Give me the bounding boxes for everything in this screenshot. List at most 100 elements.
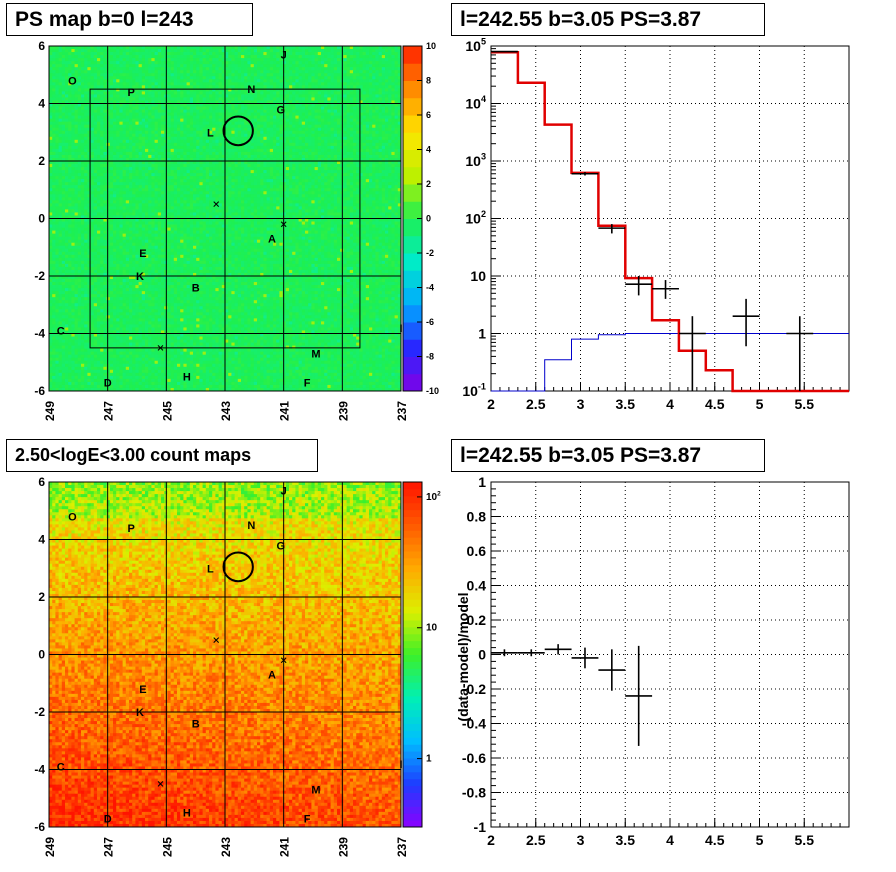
spectrum-background-series [491,333,849,392]
residual-y-tick-label: -0.8 [462,785,486,801]
residual-x-tick-label: 2.5 [526,832,546,848]
spectrum-y-tick-label: 105 [465,37,486,54]
count_map-colorbar-label: 10 [426,623,438,634]
count_map-source-label: N [247,520,255,532]
spectrum-y-ticks [491,45,501,392]
spectrum-data-point [786,316,814,391]
ps_map-y-tick-label: 4 [38,97,45,111]
count_map-x-tick-label: 245 [160,837,174,857]
residual-data-point [544,644,572,655]
ps_map-colorbar-label: 8 [426,76,431,86]
ps_map-frame [48,45,402,392]
count_map-colorbar [403,482,422,828]
count_map-y-tick-label: -2 [34,705,45,719]
count_map-source-label: K [136,707,144,719]
ps_map-colorbar-label: 4 [426,145,431,155]
ps_map-x-tick-label: 239 [336,401,350,421]
count_map-source-label: C [57,762,65,774]
count_map-colorbar-label: 102 [426,490,441,503]
ps_map-source-label: J [281,50,287,62]
residual-x-tick-label: 3 [577,832,585,848]
ps_map-colorbar-label: -8 [426,352,434,362]
spectrum-y-tick-label: 10-1 [462,382,486,399]
ps_map-source-label: N [247,84,255,96]
ps_map-x-tick-label: 249 [43,401,57,421]
residual-y-tick-label: 0.2 [467,612,487,628]
count_map-source-label: O [68,512,77,524]
residual-title: l=242.55 b=3.05 PS=3.87 [451,439,765,472]
spectrum-data-point [625,276,653,296]
ps_map-x-tick-label: 245 [160,401,174,421]
ps-map-title: PS map b=0 l=243 [6,3,253,36]
ps_map-source-label: I [399,323,402,335]
residual-y-axis-label: (data-model)/model [455,592,471,721]
count_map-source-label: A [268,670,276,682]
spectrum-data-point [652,280,679,299]
spectrum-x-tick-label: 4.5 [705,396,725,412]
ps_map-y-tick-label: 2 [38,154,45,168]
ps_map-colorbar-label: -6 [426,317,434,327]
ps_map-source-label: P [127,87,134,99]
residual-y-tick-label: -0.4 [462,716,486,732]
count_map-source-label: F [304,813,311,825]
count_map-x-tick-label: 243 [219,837,233,857]
spectrum-y-tick-label: 102 [465,209,486,226]
spectrum-y-tick-label: 104 [465,94,487,111]
count_map-source-label: J [281,486,287,498]
spectrum-x-tick-label: 2.5 [526,396,546,412]
ps_map-source-label: A [268,234,276,246]
spectrum-data-point [598,224,626,234]
count_map-source-cross [280,657,287,664]
residual-data-point [598,649,626,691]
residual-data-point [571,647,599,669]
ps_map-colorbar-frame [402,45,423,392]
residual-y-tick-label: -0.6 [462,750,486,766]
spectrum-data-point [732,298,760,347]
spectrum-model-series [491,50,849,393]
spectrum-data-point [491,50,518,53]
count_map-x-tick-label: 239 [336,837,350,857]
count-map-title: 2.50<logE<3.00 count maps [6,439,318,472]
ps_map-source-cross [213,201,220,207]
residual-grid [490,481,849,828]
spectrum-y-tick-label: 1 [478,326,486,342]
ps_map-colorbar-label: -10 [426,386,439,396]
residual-data-point [491,649,518,657]
ps_map-x-tick-label: 241 [278,401,292,421]
ps_map-source-label: B [192,283,200,295]
count_map-source-circle [222,551,254,583]
ps_map-x-tick-label: 247 [102,401,116,421]
ps_map-colorbar-label: -4 [426,283,434,293]
ps_map-colorbar-label: 6 [426,110,431,120]
ps_map-colorbar-label: 2 [426,179,431,189]
count_map-y-tick-label: 2 [38,590,45,604]
residual-y-ticks [491,481,501,828]
count_map-x-tick-label: 237 [395,837,409,857]
count_map-y-tick-label: 0 [38,648,45,662]
ps_map-colorbar-label: 0 [426,214,431,224]
residual-x-tick-label: 5 [756,832,764,848]
spectrum-x-tick-label: 3.5 [616,396,636,412]
count_map-frame [48,481,402,828]
residual-x-tick-label: 5.5 [795,832,815,848]
count_map-source-label: P [127,523,134,535]
residual-y-tick-label: -0.2 [462,681,486,697]
spectrum-y-tick-label: 103 [465,152,486,169]
count_map-source-label: M [311,785,320,797]
ps_map-source-cross [280,221,287,228]
residual-y-tick-label: 0.8 [467,509,487,525]
count_map-source-label: D [104,813,112,825]
ps_map-y-tick-label: -4 [34,327,45,341]
ps_map-colorbar-label: 10 [426,41,436,51]
ps_map-source-label: G [276,104,285,116]
residual-x-tick-label: 2 [487,832,495,848]
spectrum-x-tick-label: 3 [577,396,585,412]
ps_map-source-label: O [68,76,77,88]
ps_map-source-label: L [207,127,214,139]
residual-x-tick-label: 3.5 [616,832,636,848]
spectrum-x-tick-label: 4 [666,396,674,412]
ps_map-source-label: M [311,349,320,361]
residual-y-tick-label: 0.6 [467,543,487,559]
count_map-x-tick-label: 247 [102,837,116,857]
